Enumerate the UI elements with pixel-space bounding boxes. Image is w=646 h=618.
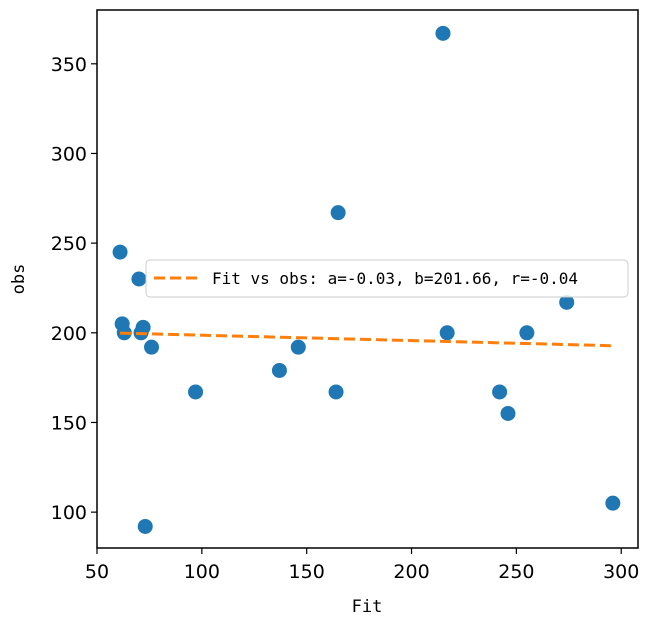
scatter-point xyxy=(519,325,535,341)
legend: Fit vs obs: a=-0.03, b=201.66, r=-0.04 xyxy=(145,259,629,298)
y-tick-label: 250 xyxy=(51,233,87,255)
y-tick-label: 300 xyxy=(51,143,87,165)
x-tick-label: 100 xyxy=(184,561,220,583)
y-tick-label: 100 xyxy=(51,502,87,524)
scatter-point xyxy=(439,325,455,341)
x-tick-label: 250 xyxy=(498,561,534,583)
x-tick-label: 300 xyxy=(603,561,639,583)
legend-box xyxy=(145,259,629,298)
x-axis-ticks: 50 100 150 200 250 300 xyxy=(85,548,639,583)
scatter-point xyxy=(271,362,287,378)
x-tick-label: 50 xyxy=(85,561,109,583)
data-marks xyxy=(112,25,621,534)
x-tick-label: 200 xyxy=(393,561,429,583)
scatter-point xyxy=(135,319,151,335)
scatter-point xyxy=(492,384,508,400)
scatter-point xyxy=(500,406,516,421)
scatter-point xyxy=(131,271,147,287)
scatter-point xyxy=(559,294,575,310)
scatter-point xyxy=(605,495,621,511)
legend-entry-fit-line: Fit vs obs: a=-0.03, b=201.66, r=-0.04 xyxy=(212,269,578,288)
scatter-point xyxy=(435,25,451,41)
y-axis-label: obs xyxy=(9,264,29,295)
x-axis-label: Fit xyxy=(352,597,383,617)
y-tick-label: 350 xyxy=(51,54,87,76)
scatter-point xyxy=(112,244,128,260)
scatter-point xyxy=(328,384,344,400)
scatter-point xyxy=(188,384,204,400)
scatter-point xyxy=(144,339,160,355)
scatter-point xyxy=(290,339,306,355)
scatter-point xyxy=(137,518,153,534)
y-tick-label: 200 xyxy=(51,323,87,345)
x-tick-label: 150 xyxy=(289,561,325,583)
y-tick-label: 150 xyxy=(51,412,87,434)
y-axis-ticks: 100 150 200 250 300 350 xyxy=(51,54,97,524)
plot-frame xyxy=(96,9,639,549)
fit-line xyxy=(120,331,613,348)
scatter-point xyxy=(330,205,346,221)
